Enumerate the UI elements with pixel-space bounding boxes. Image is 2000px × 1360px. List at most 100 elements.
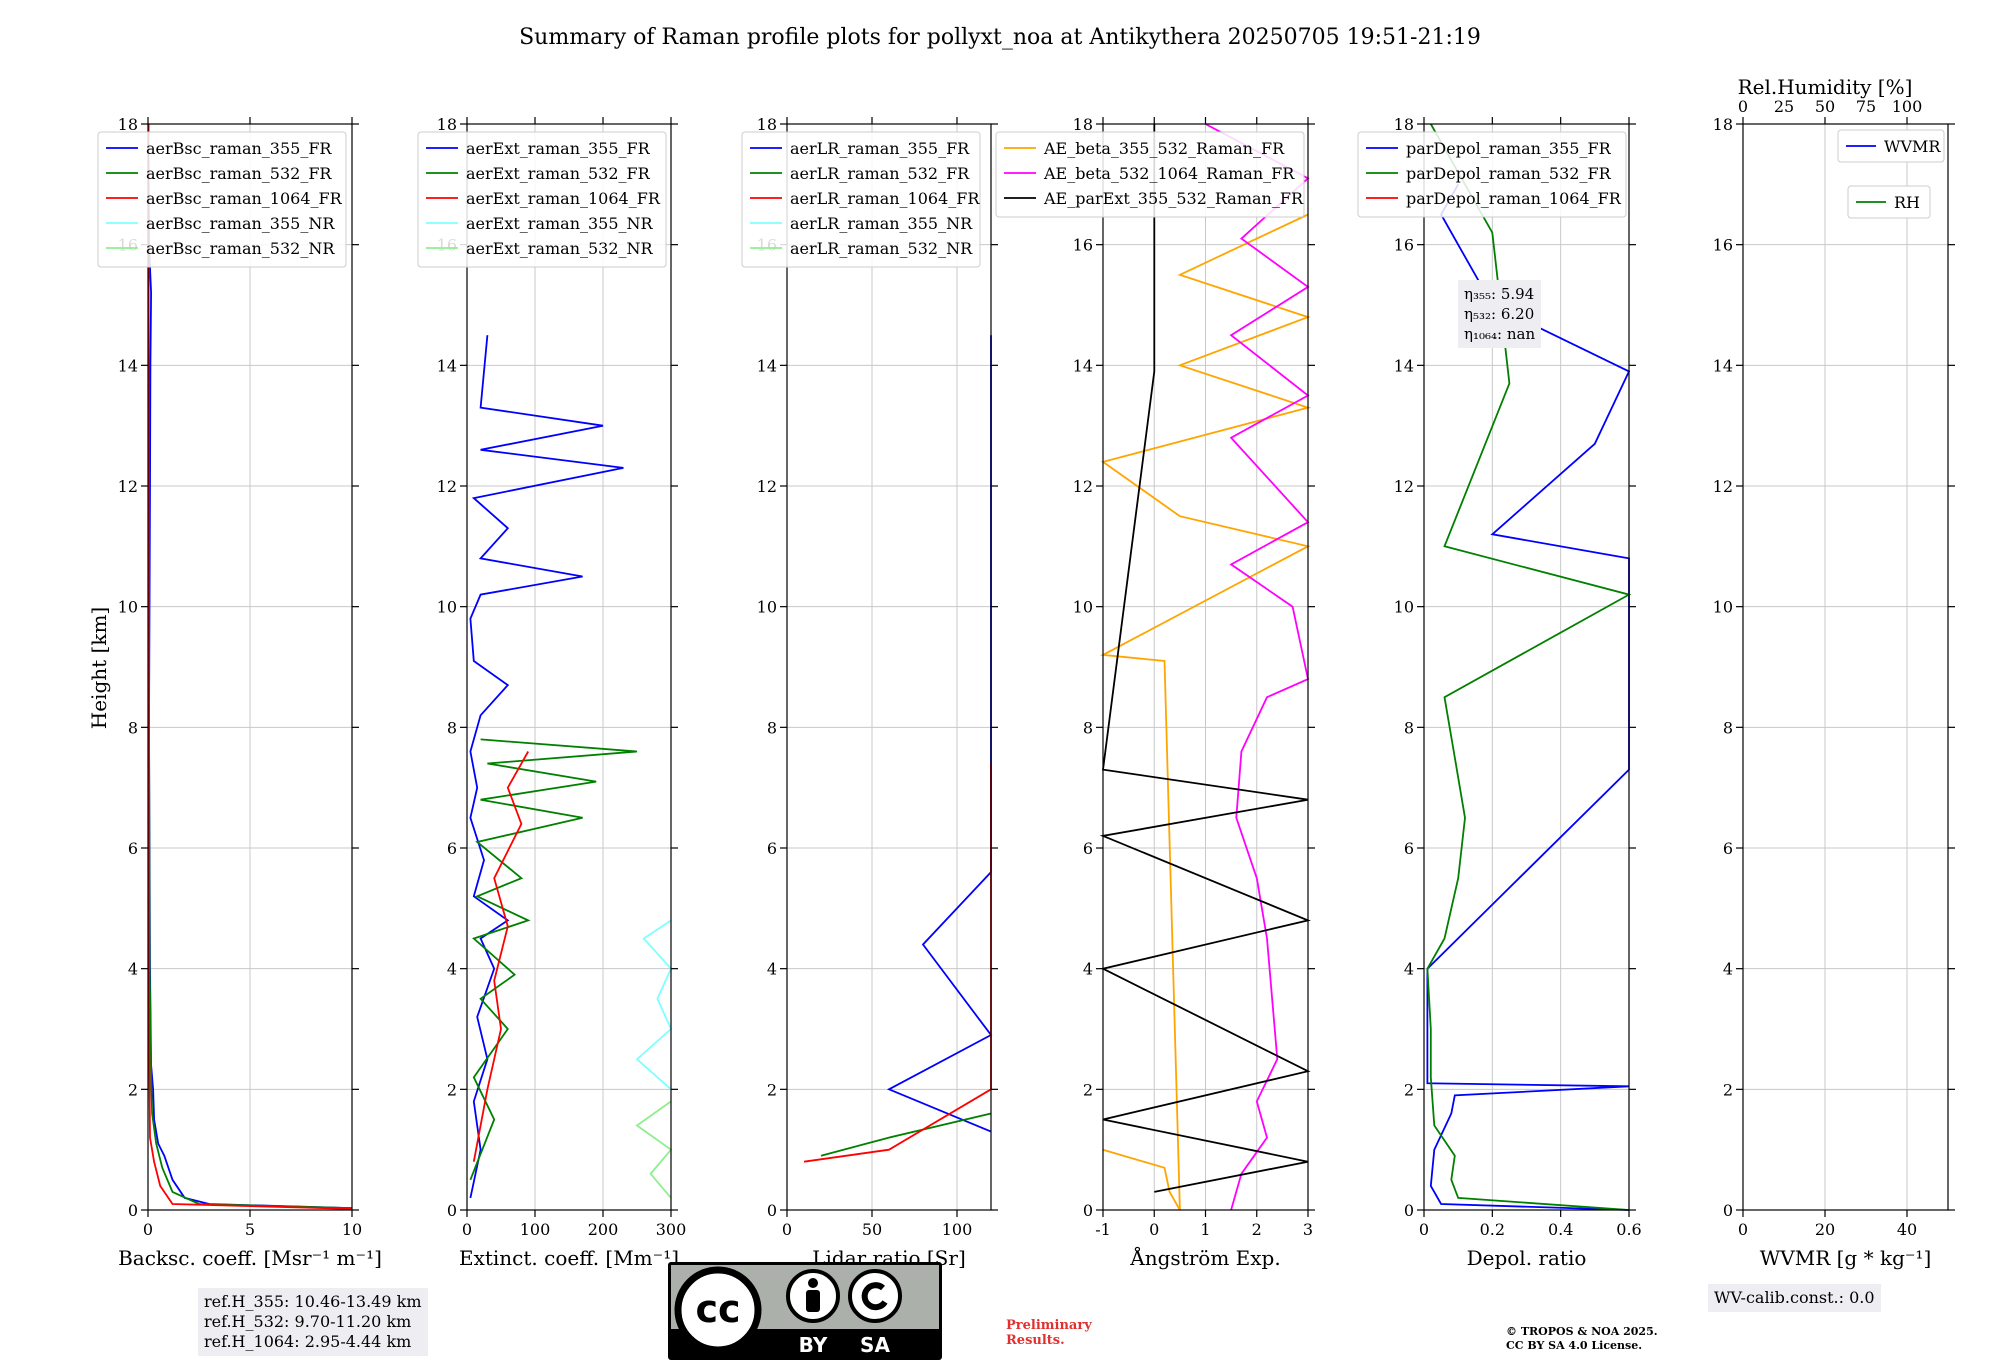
top-tick-label: 75 — [1856, 97, 1876, 116]
y-tick-label: 8 — [1404, 718, 1414, 737]
legend-frame — [97, 131, 347, 268]
y-tick-label: 6 — [767, 839, 777, 858]
wv-calib-text: WV-calib.const.: 0.0 — [1714, 1288, 1875, 1307]
legend-entry: aerBsc_raman_355_FR — [146, 139, 332, 158]
legend: aerExt_raman_355_FR aerExt_raman_532_FRae… — [417, 131, 667, 268]
y-tick-label: 8 — [1083, 718, 1093, 737]
legend-entry: aerLR_raman_532_NR — [790, 239, 973, 258]
y-tick-label: 2 — [767, 1080, 777, 1099]
y-tick-label: 16 — [1073, 236, 1093, 255]
y-tick-label: 12 — [118, 477, 138, 496]
y-tick-label: 12 — [757, 477, 777, 496]
x-tick-label: 0.4 — [1548, 1220, 1573, 1239]
copyright-line-1: © TROPOS & NOA 2025. — [1506, 1325, 1658, 1338]
y-tick-label: 2 — [128, 1080, 138, 1099]
legend-entry: aerExt_raman_355_FR — [466, 139, 651, 158]
series-line-parDepol_raman_532_FR — [1426, 123, 1632, 1211]
y-tick-label: 10 — [1713, 598, 1733, 617]
x-tick-label: 0 — [143, 1220, 153, 1239]
cc-icon — [674, 1266, 762, 1354]
wv-calib-box: WV-calib.const.: 0.0 — [1708, 1284, 1881, 1312]
y-tick-label: 14 — [437, 356, 457, 375]
legend: aerLR_raman_355_FR aerLR_raman_532_FR aerL… — [741, 131, 981, 268]
y-tick-label: 2 — [1404, 1080, 1414, 1099]
legend-entry: parDepol_raman_1064_FR — [1406, 189, 1622, 208]
x-tick-label: 0.2 — [1480, 1220, 1505, 1239]
top-tick-label: 25 — [1774, 97, 1794, 116]
y-tick-label: 6 — [1723, 839, 1733, 858]
legend-entry: AE_parExt_355_532_Raman_FR — [1043, 189, 1304, 208]
legend-entry: aerBsc_raman_1064_FR — [146, 189, 343, 208]
y-tick-label: 10 — [1073, 598, 1093, 617]
panel-3: 024681012141618050100Lidar ratio [Sr]aer… — [741, 115, 998, 1270]
copyright-note: © TROPOS & NOA 2025. CC BY SA 4.0 Licens… — [1506, 1325, 1658, 1353]
sa-icon — [848, 1269, 902, 1323]
legend-entry: AE_beta_355_532_Raman_FR — [1043, 139, 1285, 158]
y-tick-label: 14 — [118, 356, 138, 375]
legend-frame — [1357, 131, 1627, 218]
copyright-line-2: CC BY SA 4.0 License. — [1506, 1339, 1643, 1352]
x-tick-label: -1 — [1095, 1220, 1111, 1239]
y-tick-label: 8 — [447, 718, 457, 737]
legend-entry: parDepol_raman_532_FR — [1406, 164, 1612, 183]
sa-arrow — [861, 1282, 888, 1311]
y-tick-label: 0 — [1083, 1201, 1093, 1220]
x-tick-label: 0.6 — [1616, 1220, 1641, 1239]
y-tick-label: 4 — [447, 960, 457, 979]
series-line-aerLR_raman_355_FR — [886, 335, 993, 1133]
y-tick-label: 4 — [1723, 960, 1733, 979]
by-label: BY — [799, 1333, 828, 1357]
x-tick-label: 0 — [1419, 1220, 1429, 1239]
preliminary-line-2: Results. — [1006, 1333, 1065, 1348]
y-tick-label: 16 — [1713, 236, 1733, 255]
x-tick-label: 200 — [588, 1220, 619, 1239]
legend: AE_beta_355_532_Raman_FR AE_beta_532_1064… — [995, 131, 1305, 218]
y-tick-label: 2 — [1083, 1080, 1093, 1099]
top-axis-label: Rel.Humidity [%] — [1738, 75, 1913, 99]
series-line-AE_parExt_355_532_Raman_FR — [1099, 124, 1311, 1193]
y-tick-label: 10 — [118, 598, 138, 617]
panel-6: 0 2 4 6 8 10 12 14 16 18 0 20 40 WVMR [g * kg⁻¹] 0 25 50… — [1713, 75, 1955, 1270]
x-tick-label: 10 — [342, 1220, 362, 1239]
panel-2: 0246810121416180100200300Extinct. coeff.… — [417, 115, 686, 1270]
legend-entry: AE_beta_532_1064_Raman_FR — [1043, 164, 1295, 183]
y-tick-label: 0 — [447, 1201, 457, 1220]
series-line-aerBsc_raman_1064_FR — [147, 123, 353, 1210]
y-tick-label: 18 — [118, 115, 138, 134]
preliminary-note: Preliminary Results. — [1006, 1318, 1092, 1348]
legend-entry: RH — [1894, 193, 1920, 212]
figure-title: Summary of Raman profile plots for polly… — [519, 25, 1481, 50]
y-tick-label: 10 — [757, 598, 777, 617]
eta-355: η₃₅₅: 5.94 — [1464, 285, 1535, 303]
plot-frame — [1742, 123, 1949, 1211]
legend-wvmr: WVMR — [1837, 129, 1945, 163]
x-tick-label: 100 — [942, 1220, 973, 1239]
legend-entry: aerLR_raman_532_FR — [790, 164, 970, 183]
eta-1064: η₁₀₆₄: nan — [1464, 325, 1536, 343]
legend-frame — [995, 131, 1305, 218]
legend-entry: parDepol_raman_355_FR — [1406, 139, 1612, 158]
sa-label: SA — [860, 1333, 890, 1357]
x-axis-label: Extinct. coeff. [Mm⁻¹] — [459, 1246, 679, 1270]
x-tick-label: 0 — [1738, 1220, 1748, 1239]
top-tick-label: 50 — [1815, 97, 1835, 116]
top-tick-label: 100 — [1892, 97, 1923, 116]
legend-frame — [417, 131, 667, 268]
legend-entry: aerLR_raman_355_NR — [790, 214, 973, 233]
y-tick-label: 18 — [1713, 115, 1733, 134]
series-line-aerExt_raman_532_FR — [469, 738, 638, 1181]
y-tick-label: 12 — [1073, 477, 1093, 496]
ref-height-1064: ref.H_1064: 2.95-4.44 km — [204, 1332, 412, 1351]
y-tick-label: 0 — [1404, 1201, 1414, 1220]
y-tick-label: 16 — [1394, 236, 1414, 255]
x-tick-label: 0 — [462, 1220, 472, 1239]
y-tick-label: 4 — [1404, 960, 1414, 979]
legend-entry: WVMR — [1884, 137, 1941, 156]
y-tick-label: 0 — [767, 1201, 777, 1220]
y-tick-label: 18 — [1073, 115, 1093, 134]
x-axis-label: Ångström Exp. — [1129, 1245, 1280, 1270]
x-tick-label: 40 — [1897, 1220, 1917, 1239]
plot-frame — [786, 123, 992, 1211]
x-tick-label: 1 — [1200, 1220, 1210, 1239]
